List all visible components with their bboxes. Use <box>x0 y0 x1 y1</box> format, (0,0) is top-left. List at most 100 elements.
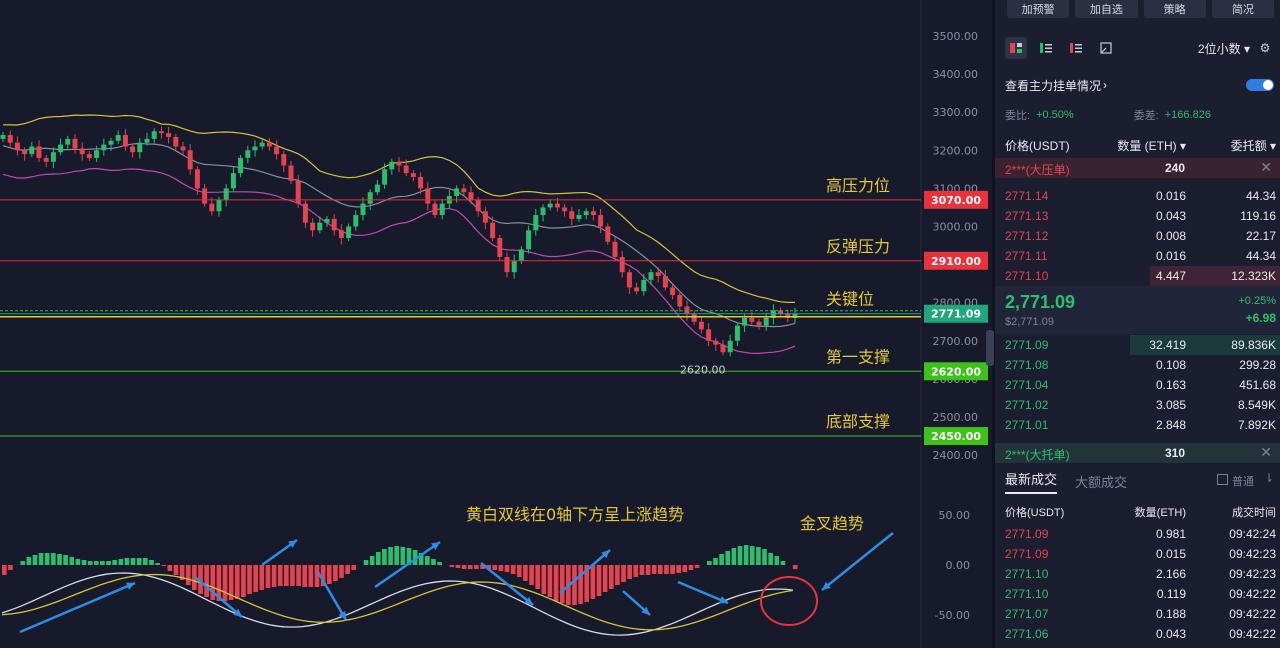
macd-histogram-bar <box>63 555 68 565</box>
candle-body <box>605 226 611 242</box>
strategy-button[interactable]: 策略 <box>1143 0 1206 18</box>
macd-histogram-bar <box>333 565 338 581</box>
candle-body <box>302 203 308 223</box>
candle-body <box>533 215 539 231</box>
add-alert-button[interactable]: 加预警 <box>1007 0 1070 18</box>
trade-price: 2771.10 <box>1005 587 1049 601</box>
overview-button[interactable]: 简况 <box>1211 0 1274 18</box>
candle-body <box>252 146 258 151</box>
close-icon[interactable]: ✕ <box>1260 159 1272 175</box>
ask-big-order-banner[interactable]: 2***(大压单) 240 ✕ <box>995 158 1280 178</box>
trade-price: 2771.10 <box>1005 567 1049 581</box>
candle-body <box>454 188 460 197</box>
macd-dea-line <box>1 573 793 631</box>
orderbook-qty: 0.016 <box>1155 249 1186 263</box>
level-price-tag <box>924 251 988 270</box>
ratio-row: 委比: +0.50% 委差: +166.826 <box>995 106 1280 124</box>
macd-histogram-bar <box>192 565 197 590</box>
candle-body <box>526 230 532 250</box>
level-annotation: 高压力位 <box>826 176 890 195</box>
normal-label: 普通 <box>1232 476 1254 488</box>
macd-histogram-bar <box>498 565 504 571</box>
orderbook-row[interactable]: 2771.13 0.043 119.16 <box>995 206 1280 226</box>
chart-canvas[interactable]: 3500.003400.003300.003200.003100.003000.… <box>0 0 992 648</box>
trade-qty-header: 数量(ETH) <box>1134 507 1186 519</box>
candle-body <box>288 165 294 181</box>
candle-body <box>65 138 71 145</box>
candle-body <box>662 276 668 288</box>
main-orders-label: 查看主力挂单情况 <box>1005 78 1102 93</box>
total-header[interactable]: 委托额 ▾ <box>1230 138 1276 153</box>
bid-banner-value: 310 <box>1165 446 1186 460</box>
candle-body <box>720 344 726 353</box>
candle-body <box>223 188 229 200</box>
depth-bar <box>1150 266 1280 286</box>
filter-icon[interactable]: ⇂ <box>1263 471 1274 485</box>
orderbook-row[interactable]: 2771.14 0.016 44.34 <box>995 186 1280 206</box>
level-price-label: 2620.00 <box>931 365 981 378</box>
candle-body <box>583 211 589 216</box>
orderbook-qty: 32.419 <box>1149 338 1186 352</box>
macd-histogram-bar <box>437 562 442 565</box>
add-watchlist-button[interactable]: 加自选 <box>1075 0 1138 18</box>
macd-histogram-bar <box>621 565 626 582</box>
close-icon[interactable]: ✕ <box>1260 444 1272 460</box>
main-orders-row[interactable]: 查看主力挂单情况 › <box>995 76 1280 94</box>
orderbook-total: 7.892K <box>1237 418 1276 432</box>
candle-body <box>713 340 719 345</box>
trade-price-header: 价格(USDT) <box>1005 507 1065 519</box>
macd-histogram-bar <box>449 565 455 567</box>
candle-body <box>230 173 236 189</box>
golden-cross-circle <box>760 576 818 626</box>
diff-value: +166.826 <box>1164 109 1211 121</box>
macd-histogram-bar <box>651 565 657 574</box>
view-bids-icon[interactable] <box>1035 37 1057 59</box>
candlestick-chart[interactable]: 3500.00 3400.00 3300.00 3200.00 3100.00 3000.… <box>0 0 992 648</box>
trade-price: 2771.06 <box>1005 627 1049 641</box>
tab-large-trades[interactable]: 大额成交 <box>1075 474 1128 490</box>
candle-body <box>7 135 13 143</box>
price-tick-label: 3200.00 <box>933 144 979 157</box>
level-annotation: 关键位 <box>826 290 874 309</box>
decimals-select[interactable]: 2位小数 ▾ <box>1197 41 1250 56</box>
candle-body <box>209 203 215 212</box>
trade-qty: 0.119 <box>1156 587 1186 601</box>
trade-time: 09:42:22 <box>1229 587 1276 601</box>
candle-body <box>410 173 416 177</box>
orderbook-row[interactable]: 2771.04 0.163 451.68 <box>995 375 1280 395</box>
macd-histogram-bar <box>351 565 357 570</box>
orderbook-row[interactable]: 2771.01 2.848 7.892K <box>995 415 1280 435</box>
orderbook-qty: 0.008 <box>1155 229 1186 243</box>
trend-arrowhead <box>641 606 650 615</box>
settings-gear-icon[interactable]: ⚙ <box>1259 41 1271 55</box>
macd-histogram-bar <box>743 545 749 565</box>
tab-latest-trades[interactable]: 最新成交 <box>1005 469 1058 494</box>
macd-histogram-bar <box>234 565 240 599</box>
orderbook-row[interactable]: 2771.11 0.016 44.34 <box>995 246 1280 266</box>
view-both-icon[interactable] <box>1005 37 1027 59</box>
popout-icon[interactable] <box>1095 37 1117 59</box>
resize-handle[interactable] <box>986 330 994 366</box>
candle-body <box>403 165 409 174</box>
trade-price: 2771.07 <box>1005 607 1049 621</box>
bid-big-order-banner[interactable]: 2***(大托单) 310 ✕ <box>995 443 1280 463</box>
orderbook-row[interactable]: 2771.12 0.008 22.17 <box>995 226 1280 246</box>
orderbook-row[interactable]: 2771.10 4.447 12.323K <box>995 266 1280 286</box>
candle-body <box>0 135 6 139</box>
macd-histogram-bar <box>26 557 32 565</box>
macd-histogram-bar <box>253 565 258 592</box>
normal-checkbox[interactable] <box>1217 474 1228 485</box>
candle-body <box>29 146 35 155</box>
macd-histogram-bar <box>382 549 387 565</box>
orderbook-row[interactable]: 2771.08 0.108 299.28 <box>995 355 1280 375</box>
qty-header[interactable]: 数量 (ETH) ▾ <box>1117 138 1186 153</box>
price-tick-label: 2700.00 <box>933 335 979 348</box>
candle-body <box>86 154 92 158</box>
main-orders-toggle[interactable] <box>1246 79 1274 91</box>
orderbook-qty: 4.447 <box>1155 269 1186 283</box>
view-asks-icon[interactable] <box>1065 37 1087 59</box>
orderbook-row[interactable]: 2771.09 32.419 89.836K <box>995 335 1280 355</box>
orderbook-row[interactable]: 2771.02 3.085 8.549K <box>995 395 1280 415</box>
macd-histogram-bar <box>627 565 632 579</box>
level-price-tag <box>924 427 988 446</box>
